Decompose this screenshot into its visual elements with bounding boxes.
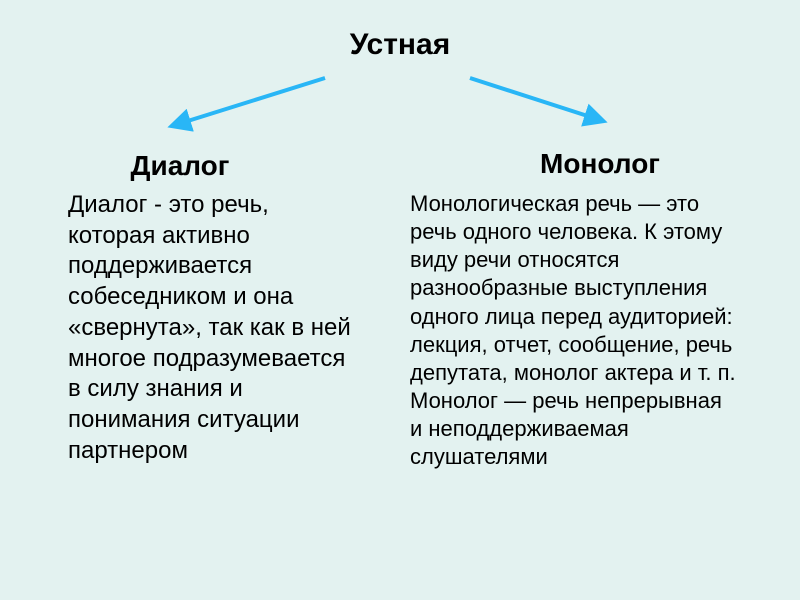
left-branch-body: Диалог - это речь, которая активно подде…	[68, 190, 358, 466]
right-branch-body: Монологическая речь — это речь одного че…	[410, 190, 740, 472]
left-branch-heading: Диалог	[80, 150, 280, 182]
arrow-right	[470, 78, 600, 120]
right-branch-heading: Монолог	[500, 148, 700, 180]
arrow-left	[175, 78, 325, 125]
